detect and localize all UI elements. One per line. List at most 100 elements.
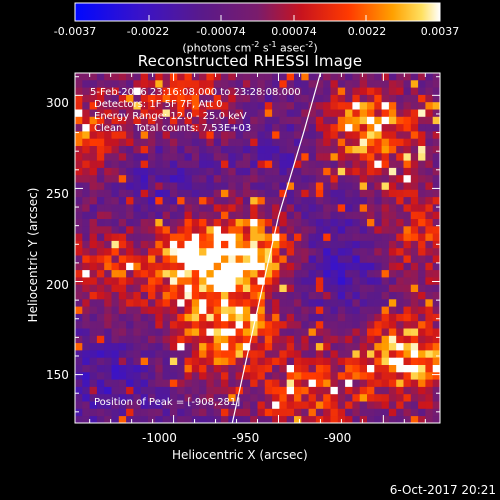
heatmap-cell [374,255,382,264]
heatmap-cell [111,284,120,293]
heatmap-cell [388,167,397,176]
heatmap-cell [162,313,171,322]
heatmap-cell [221,357,229,366]
heatmap-cell [133,240,142,249]
heatmap-cell [133,197,142,205]
heatmap-cell [272,233,280,242]
heatmap-cell [133,73,142,81]
heatmap-cell [221,73,229,81]
heatmap-cell [330,226,339,234]
heatmap-cell [388,189,397,198]
heatmap-cell [301,335,309,344]
heatmap-cell [250,379,258,388]
heatmap-cell [286,153,295,161]
heatmap-cell [228,240,236,249]
heatmap-cell [118,248,127,256]
heatmap-cell [140,313,149,322]
heatmap-cell [133,94,142,103]
heatmap-cell [272,416,280,423]
heatmap-cell [257,102,266,110]
heatmap-cell [432,116,440,125]
heatmap-cell [367,306,375,315]
heatmap-cell [184,299,193,307]
heatmap-cell [279,87,288,96]
heatmap-cell [199,87,207,96]
heatmap-cell [75,343,83,351]
heatmap-cell [155,233,163,242]
heatmap-cell [104,277,112,286]
heatmap-cell [403,240,412,249]
heatmap-cell [169,219,178,227]
heatmap-cell [96,131,105,140]
heatmap-cell [410,306,419,315]
heatmap-cell [367,372,375,380]
heatmap-cell [104,131,112,140]
heatmap-cell [425,240,434,249]
heatmap-cell [294,182,302,191]
heatmap-cell [301,219,309,227]
heatmap-cell [155,73,163,81]
heatmap-cell [75,350,83,359]
heatmap-cell [133,416,142,423]
heatmap-cell [191,240,200,249]
heatmap-cell [177,379,185,388]
heatmap-cell [148,357,156,366]
heatmap-cell [337,124,346,132]
heatmap-cell [279,292,288,300]
heatmap-cell [396,292,404,300]
heatmap-cell [301,102,309,110]
heatmap-cell [272,248,280,256]
heatmap-cell [396,372,404,380]
heatmap-cell [89,350,98,359]
heatmap-cell [104,109,112,118]
heatmap-cell [250,401,258,410]
heatmap-cell [323,306,331,315]
heatmap-cell [286,160,295,169]
heatmap-cell [308,255,317,264]
heatmap-cell [228,386,236,395]
heatmap-cell [148,394,156,402]
heatmap-cell [294,306,302,315]
heatmap-cell [359,146,368,154]
heatmap-cell [206,219,215,227]
heatmap-cell [418,284,426,293]
heatmap-cell [191,94,200,103]
heatmap-cell [388,175,397,183]
heatmap-cell [250,233,258,242]
heatmap-cell [213,124,222,132]
heatmap-cell [104,116,112,125]
heatmap-cell [250,357,258,366]
heatmap-cell [155,124,163,132]
heatmap-cell [286,357,295,366]
heatmap-cell [294,328,302,337]
heatmap-cell [242,131,251,140]
heatmap-cell [155,175,163,183]
heatmap-cell [111,146,120,154]
heatmap-cell [126,94,134,103]
heatmap-cell [162,226,171,234]
heatmap-cell [228,401,236,410]
heatmap-cell [169,131,178,140]
heatmap-cell [359,306,368,315]
heatmap-cell [140,321,149,329]
heatmap-cell [89,379,98,388]
heatmap-cell [169,350,178,359]
heatmap-cell [294,167,302,176]
heatmap-cell [264,73,273,81]
heatmap-cell [301,357,309,366]
heatmap-cell [111,102,120,110]
heatmap-cell [323,328,331,337]
heatmap-cell [148,73,156,81]
heatmap-cell [396,394,404,402]
heatmap-cell [374,379,382,388]
heatmap-cell [148,189,156,198]
heatmap-cell [133,116,142,125]
heatmap-cell [432,167,440,176]
heatmap-cell [286,350,295,359]
heatmap-cell [279,94,288,103]
heatmap-cell [315,226,324,234]
heatmap-cell [432,138,440,147]
heatmap-cell [308,116,317,125]
heatmap-cell [330,372,339,380]
heatmap-cell [96,262,105,271]
